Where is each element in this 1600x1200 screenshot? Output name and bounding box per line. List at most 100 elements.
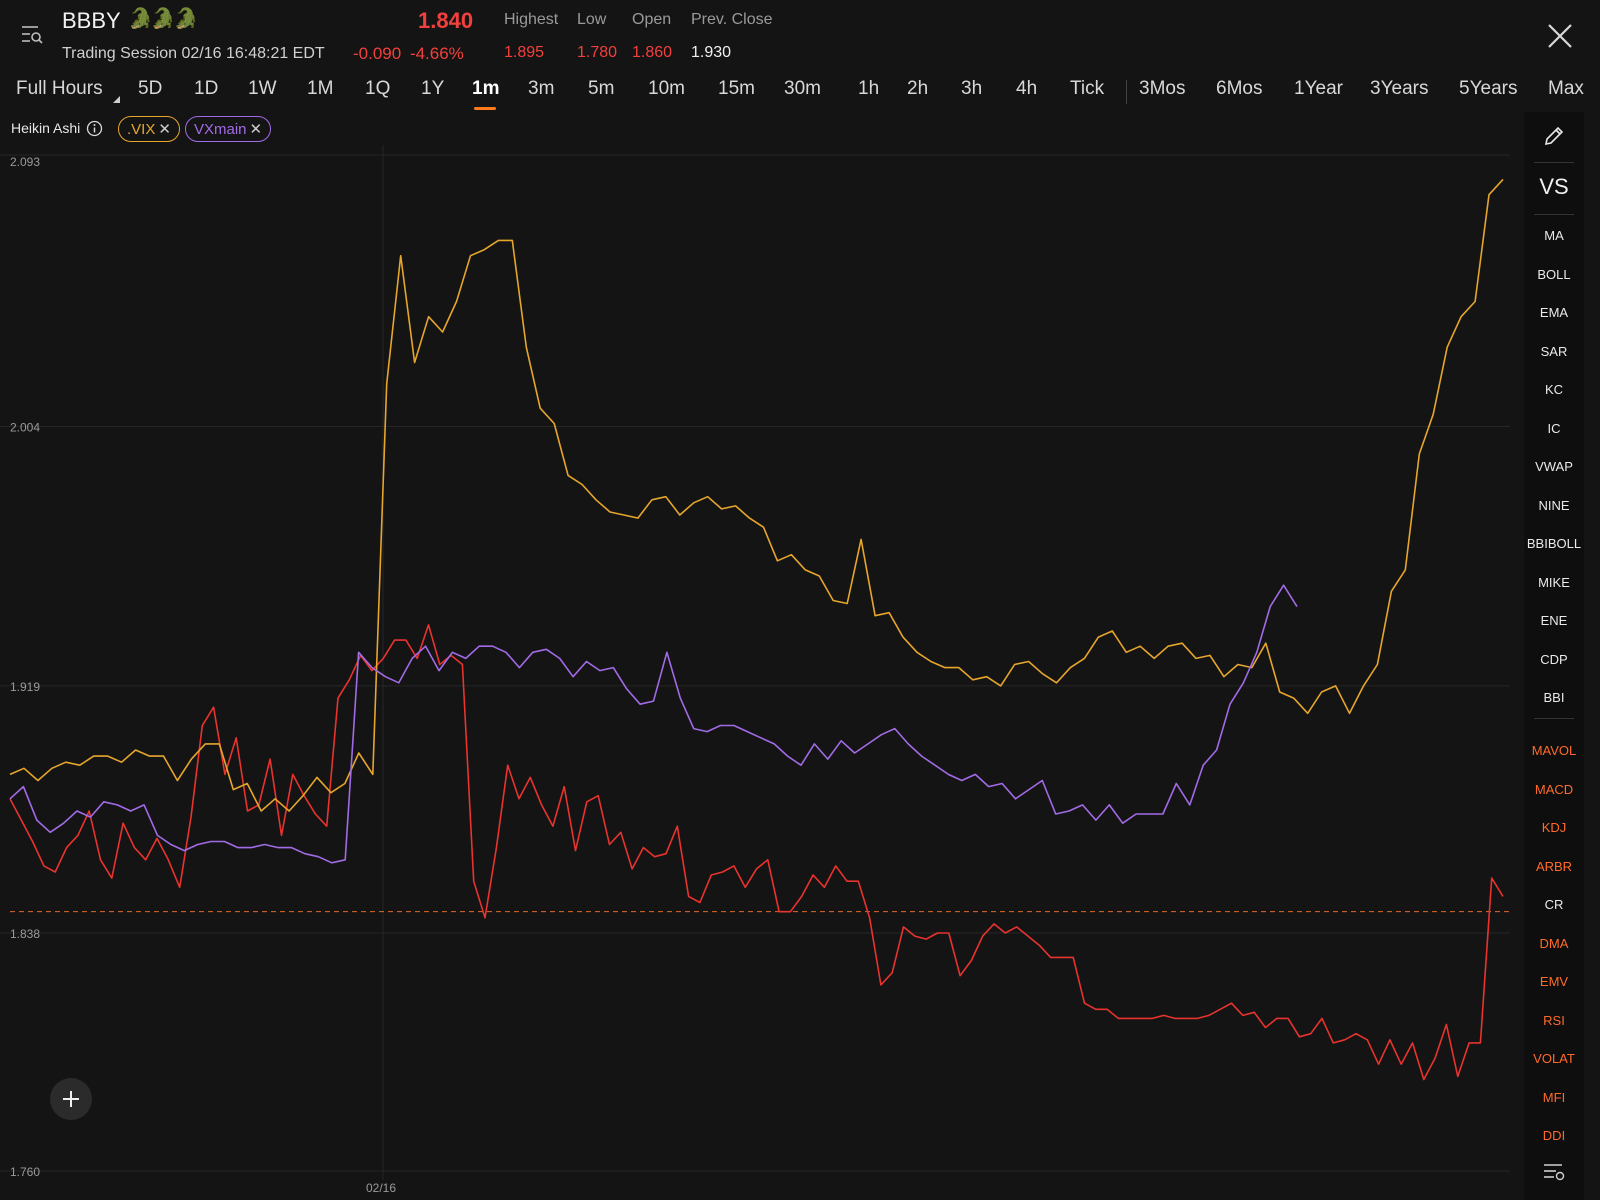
chart-gridlines xyxy=(0,154,1510,1172)
timeframe-1h[interactable]: 1h xyxy=(858,78,880,99)
timeframe-1m-minute[interactable]: 1m xyxy=(472,78,500,99)
indicator-bbi[interactable]: BBI xyxy=(1543,690,1565,705)
comparison-chip-vix[interactable]: .VIX ✕ xyxy=(118,116,180,142)
timeframe-1y[interactable]: 1Y xyxy=(421,78,445,99)
stat-value-prev-close: 1.930 xyxy=(691,44,732,61)
indicator-cdp[interactable]: CDP xyxy=(1540,651,1568,667)
plus-icon xyxy=(63,1091,79,1107)
y-axis-labels: 2.093 2.004 1.919 1.838 1.760 xyxy=(10,155,40,1179)
sub-indicator-ddi[interactable]: DDI xyxy=(1542,1128,1566,1143)
timeframe-tick[interactable]: Tick xyxy=(1070,78,1105,99)
timeframe-1d[interactable]: 1D xyxy=(194,78,219,99)
timeframe-1year[interactable]: 1Year xyxy=(1294,78,1343,99)
y-tick-label: 1.919 xyxy=(10,680,40,694)
change-value: -0.090 xyxy=(353,44,402,63)
series-line-vix xyxy=(9,178,1504,812)
comparison-chip-vxmain[interactable]: VXmain ✕ xyxy=(185,116,272,142)
timeframe-5m[interactable]: 5m xyxy=(588,78,615,99)
stat-value-highest: 1.895 xyxy=(504,44,545,61)
sub-indicator-mavol[interactable]: MAVOL xyxy=(1531,743,1577,758)
stat-value-low: 1.780 xyxy=(577,44,618,61)
sidebar-divider xyxy=(1534,162,1574,163)
indicator-boll[interactable]: BOLL xyxy=(1537,266,1571,282)
series-line-vxmain xyxy=(9,584,1298,864)
timeframe-30m[interactable]: 30m xyxy=(784,78,821,99)
sub-indicator-emv[interactable]: EMV xyxy=(1539,974,1569,989)
indicator-vwap[interactable]: VWAP xyxy=(1535,459,1573,474)
indicator-sidebar: VS MA BOLL EMA SAR KC IC VWAP NINE BBIBOLL MIKE EN… xyxy=(1524,112,1584,1200)
last-price: 1.840 xyxy=(418,8,474,33)
add-indicator-button[interactable] xyxy=(50,1078,92,1120)
y-tick-label: 2.004 xyxy=(10,421,40,435)
indicator-ma[interactable]: MA xyxy=(1544,228,1564,243)
indicator-settings-icon[interactable] xyxy=(1542,1160,1566,1184)
y-tick-label: 2.093 xyxy=(10,155,40,169)
sub-indicator-arbr[interactable]: ARBR xyxy=(1535,858,1573,874)
info-icon[interactable] xyxy=(86,120,103,137)
remove-icon[interactable]: ✕ xyxy=(249,121,263,138)
timeframe-1q[interactable]: 1Q xyxy=(365,78,391,99)
timeframe-15m[interactable]: 15m xyxy=(718,78,755,99)
active-timeframe-underline xyxy=(474,107,496,110)
stat-label-prev-close: Prev. Close xyxy=(691,11,773,28)
x-axis-date-label: 02/16 xyxy=(366,1181,396,1195)
timeframe-6mos[interactable]: 6Mos xyxy=(1216,78,1263,99)
timeframe-max[interactable]: Max xyxy=(1548,78,1584,99)
indicator-ema[interactable]: EMA xyxy=(1539,305,1569,320)
indicator-kc[interactable]: KC xyxy=(1544,382,1564,397)
timeframe-3h[interactable]: 3h xyxy=(961,78,983,99)
sub-indicator-dma[interactable]: DMA xyxy=(1539,935,1569,951)
timeframe-3m[interactable]: 3m xyxy=(528,78,555,99)
indicator-bbiboll[interactable]: BBIBOLL xyxy=(1526,536,1582,551)
sub-indicator-cr[interactable]: CR xyxy=(1544,897,1564,912)
stat-label-highest: Highest xyxy=(504,11,559,28)
change-percent: -4.66% xyxy=(409,44,464,63)
sidebar-divider xyxy=(1534,718,1574,719)
timeframe-3years[interactable]: 3Years xyxy=(1370,78,1429,99)
price-chart[interactable]: 2.093 2.004 1.919 1.838 1.760 02/16 xyxy=(0,140,1520,1200)
remove-icon[interactable]: ✕ xyxy=(158,121,171,138)
ticker-symbol: BBBY xyxy=(62,8,121,33)
sub-indicator-macd[interactable]: MACD xyxy=(1534,781,1574,797)
timeframe-3mos[interactable]: 3Mos xyxy=(1139,78,1186,99)
timeframe-full-hours[interactable]: Full Hours xyxy=(16,78,103,99)
timeframe-5d[interactable]: 5D xyxy=(138,78,163,99)
timeframe-5years[interactable]: 5Years xyxy=(1459,78,1518,99)
timeframe-10m[interactable]: 10m xyxy=(648,78,685,99)
sidebar-divider xyxy=(1534,214,1574,215)
sub-indicator-volat[interactable]: VOLAT xyxy=(1533,1051,1575,1066)
indicator-ic[interactable]: IC xyxy=(1547,420,1561,436)
comparison-chip-label: VXmain xyxy=(194,121,247,138)
search-menu-icon[interactable] xyxy=(20,22,44,46)
stat-label-open: Open xyxy=(632,11,672,28)
series-line-bbby xyxy=(9,624,1504,1081)
timeframe-2h[interactable]: 2h xyxy=(907,78,929,99)
indicator-ene[interactable]: ENE xyxy=(1540,613,1568,628)
session-timestamp: Trading Session 02/16 16:48:21 EDT xyxy=(62,45,325,62)
sub-indicator-mfi[interactable]: MFI xyxy=(1542,1089,1566,1105)
y-tick-label: 1.760 xyxy=(10,1165,40,1179)
indicator-sar[interactable]: SAR xyxy=(1540,343,1568,359)
price-change: -0.090 -4.66% xyxy=(353,44,464,64)
timeframe-1w[interactable]: 1W xyxy=(248,78,277,99)
quote-header: BBBY 🐊🐊🐊 Trading Session 02/16 16:48:21 … xyxy=(0,0,1600,76)
dropdown-corner-icon xyxy=(113,96,120,103)
indicator-mike[interactable]: MIKE xyxy=(1538,574,1570,590)
vs-compare-button[interactable]: VS xyxy=(1539,174,1569,199)
y-tick-label: 1.838 xyxy=(10,927,40,941)
sub-indicator-kdj[interactable]: KDJ xyxy=(1541,820,1567,835)
indicator-nine[interactable]: NINE xyxy=(1538,497,1570,513)
timeframe-4h[interactable]: 4h xyxy=(1016,78,1038,99)
comparison-chip-label: .VIX xyxy=(127,121,156,138)
chart-type-label[interactable]: Heikin Ashi xyxy=(11,120,81,136)
ticker-badge-icons: 🐊🐊🐊 xyxy=(128,8,199,30)
stat-label-low: Low xyxy=(577,11,607,28)
pencil-icon[interactable] xyxy=(1542,124,1566,148)
close-icon[interactable] xyxy=(1546,22,1574,50)
timeframe-divider xyxy=(1126,80,1127,104)
sub-indicator-rsi[interactable]: RSI xyxy=(1543,1012,1565,1028)
timeframe-1m-month[interactable]: 1M xyxy=(307,78,334,99)
timeframe-bar: Full Hours 5D 1D 1W 1M 1Q 1Y 1m 3m 5m 10… xyxy=(0,76,1600,112)
chart-series-group xyxy=(9,178,1504,1081)
stat-value-open: 1.860 xyxy=(632,44,673,61)
